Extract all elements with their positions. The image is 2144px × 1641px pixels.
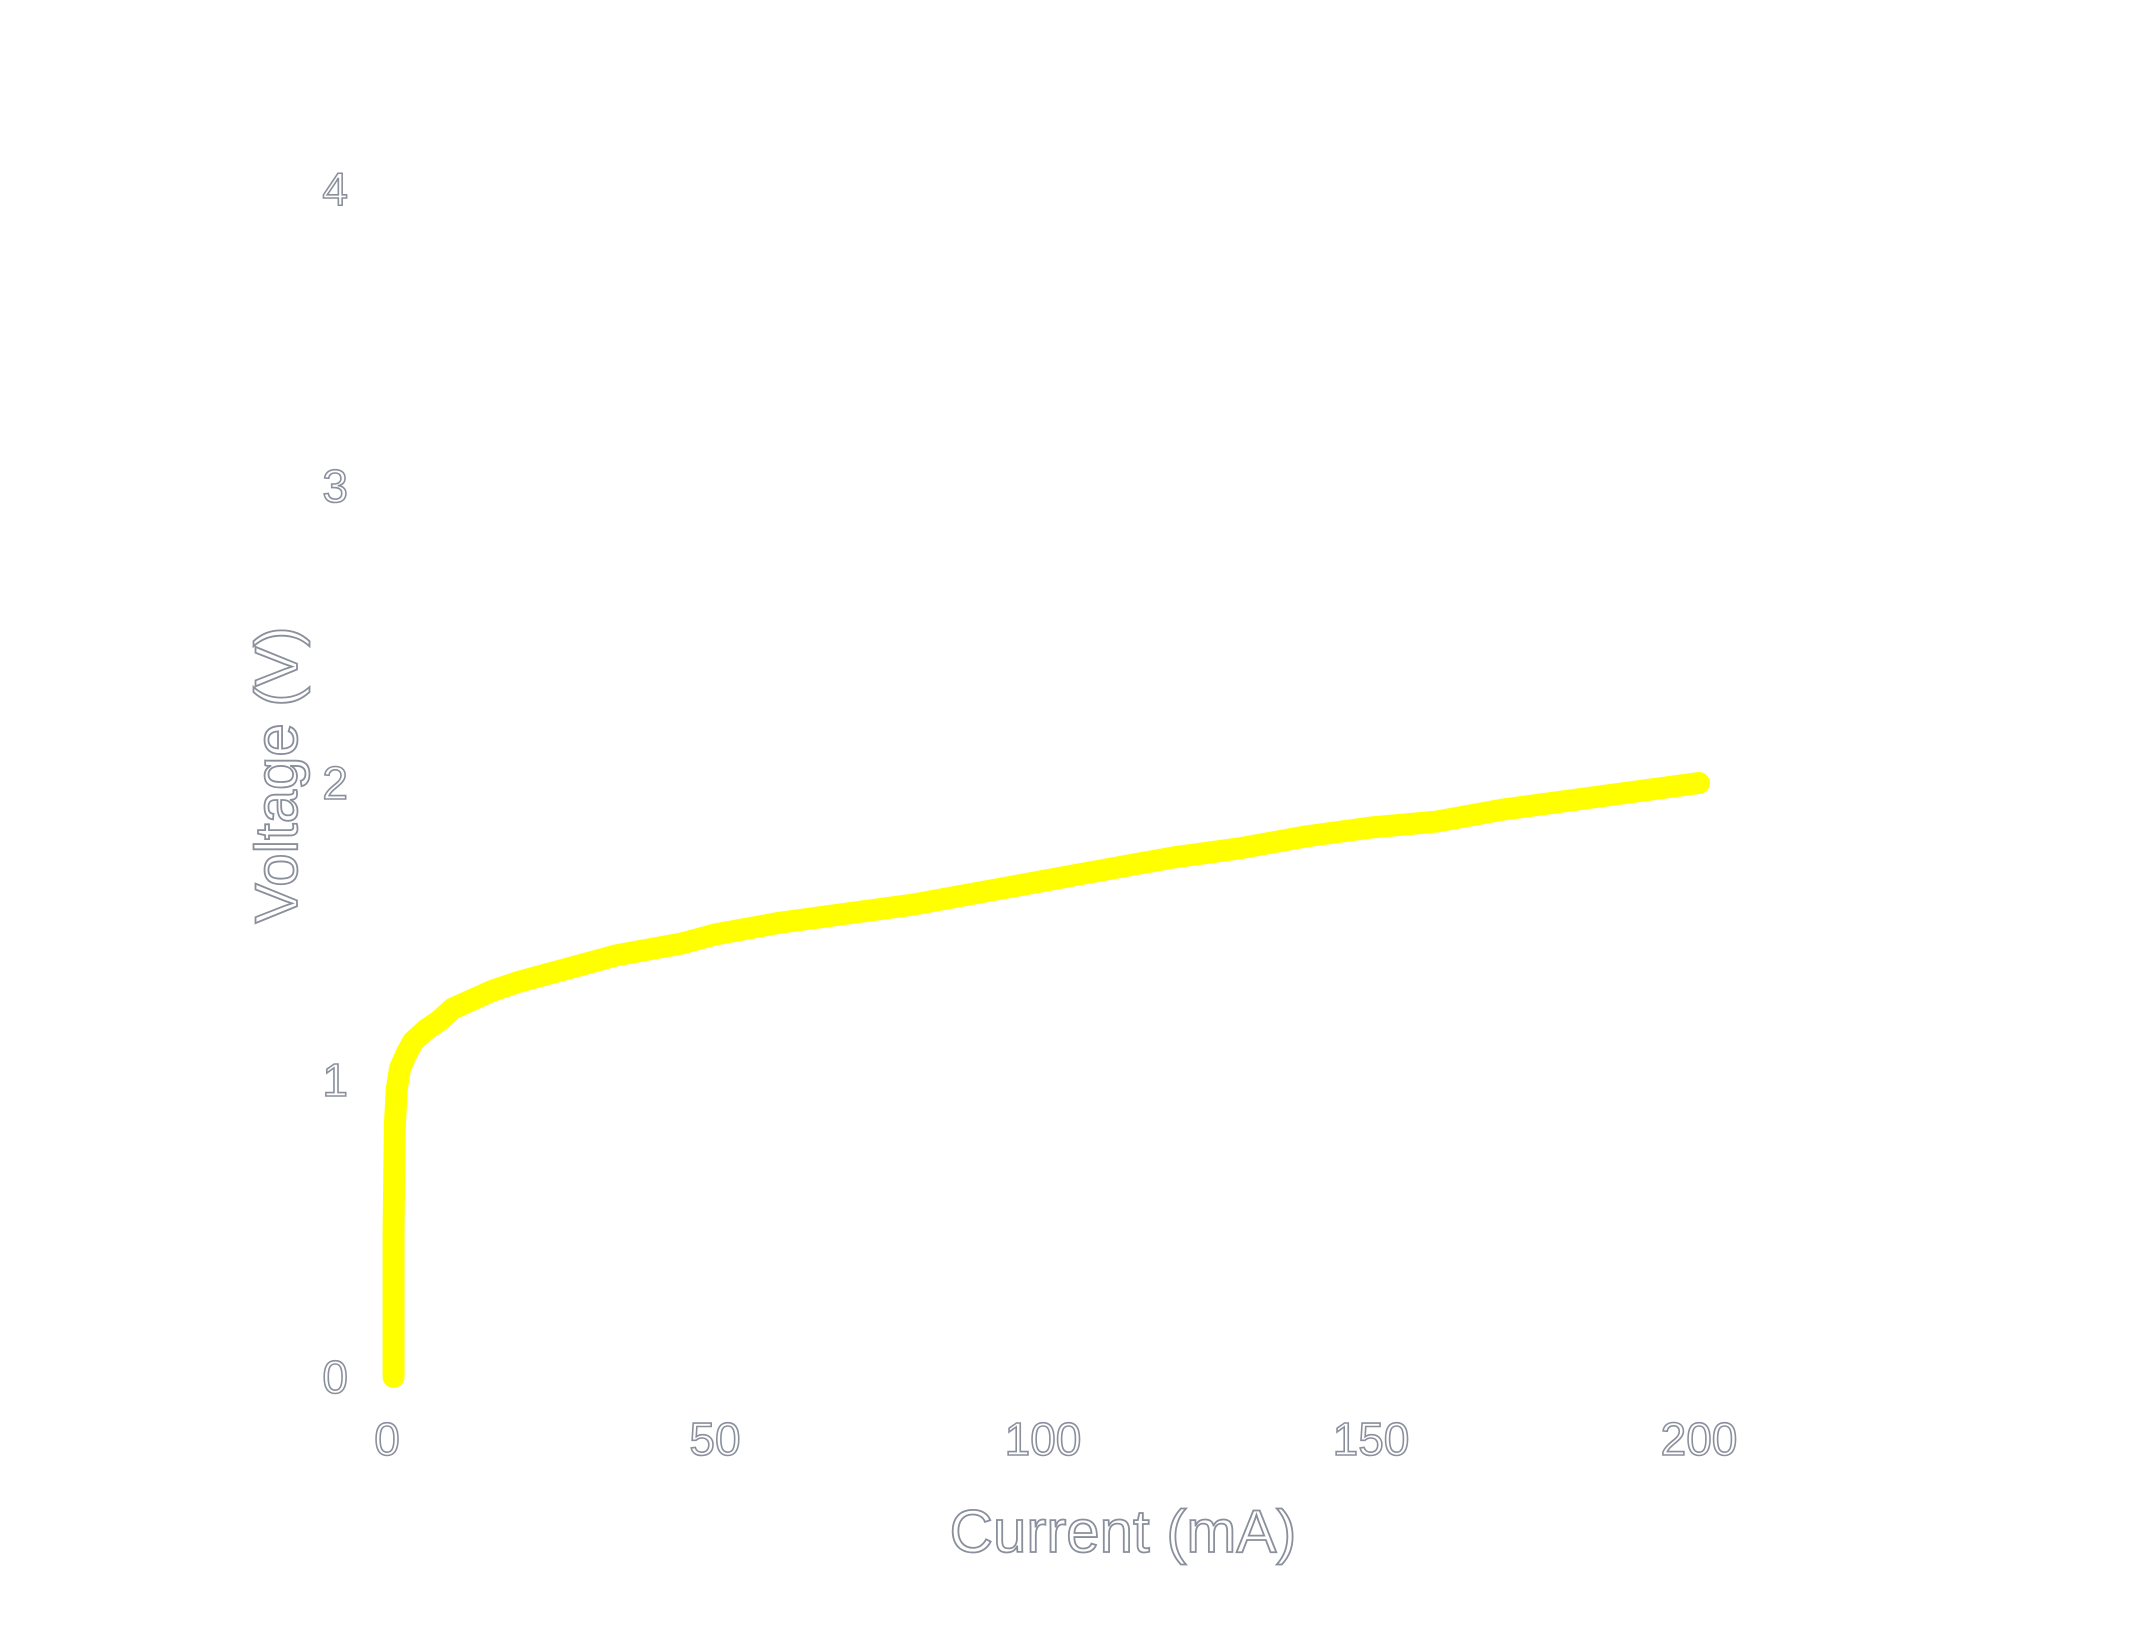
x-tick-label: 150 [1333, 1413, 1410, 1465]
y-tick-label: 0 [322, 1351, 348, 1403]
y-tick-label: 2 [322, 757, 348, 809]
x-tick-label: 0 [374, 1413, 400, 1465]
x-axis-title: Current (mA) [950, 1498, 1297, 1565]
x-tick-label: 50 [689, 1413, 740, 1465]
series-layer [382, 772, 1710, 1388]
series-line [382, 772, 1710, 1388]
x-tick-label: 100 [1005, 1413, 1082, 1465]
y-tick-label: 1 [322, 1054, 348, 1106]
x-axis-ticks: 0 50 100 150 200 [373, 1412, 1738, 1466]
x-tick-label: 200 [1661, 1413, 1738, 1465]
y-tick-label: 3 [322, 460, 348, 512]
y-tick-label: 4 [322, 163, 348, 215]
y-axis-ticks: 0 1 2 3 4 [322, 162, 349, 1404]
y-axis-title: Voltage (V) [243, 627, 310, 924]
